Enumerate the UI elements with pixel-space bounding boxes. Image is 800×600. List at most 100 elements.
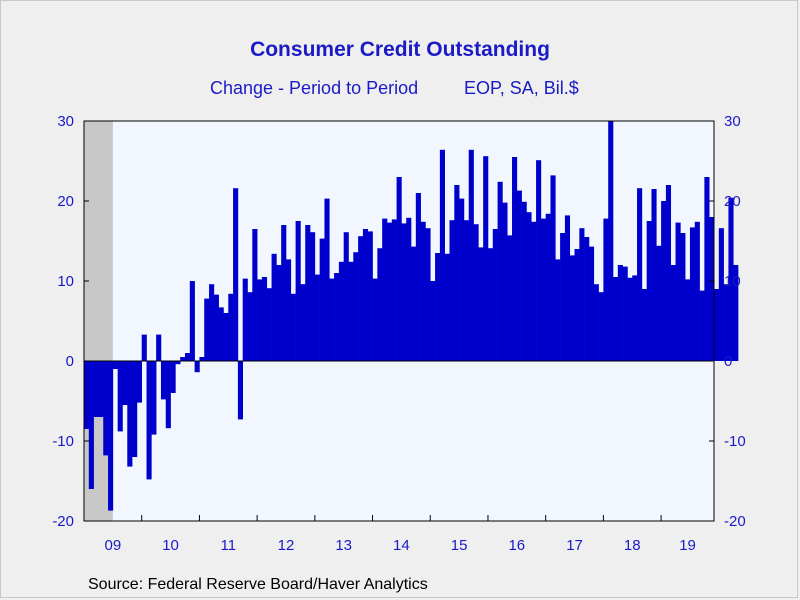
bar <box>261 277 268 361</box>
bar <box>603 218 609 361</box>
bar <box>593 284 599 361</box>
bar <box>290 293 296 361</box>
bar <box>218 307 224 361</box>
x-tick-label: 10 <box>162 537 179 554</box>
bar <box>88 361 94 489</box>
x-tick-label: 09 <box>105 537 122 554</box>
bar <box>348 261 354 361</box>
y-tick-label-left: 0 <box>66 353 74 370</box>
bar <box>569 255 575 361</box>
bar <box>146 361 152 480</box>
bar <box>391 219 397 361</box>
bar <box>608 121 614 361</box>
bar <box>228 293 234 361</box>
plot-border <box>83 120 715 522</box>
bar <box>112 361 118 369</box>
bar <box>122 361 128 405</box>
bar <box>343 232 349 361</box>
y-tick-label-right: 10 <box>724 273 741 290</box>
bar <box>204 298 210 361</box>
bar <box>247 292 253 361</box>
bar <box>420 221 426 361</box>
bar <box>497 181 503 361</box>
bar <box>574 249 580 361</box>
bar <box>627 277 633 361</box>
bar <box>184 353 191 361</box>
bar <box>661 201 667 361</box>
bar <box>516 190 522 361</box>
bar <box>694 221 700 361</box>
bar <box>463 220 470 361</box>
bar <box>665 185 672 361</box>
x-axis: 09 10 11 12 13 14 15 16 17 18 19 <box>105 515 696 554</box>
bar <box>584 237 590 361</box>
bar <box>473 224 479 361</box>
bar <box>733 265 739 361</box>
bar <box>560 233 566 361</box>
bar <box>257 279 263 361</box>
bar <box>521 201 527 361</box>
y-tick-label-left: 20 <box>57 193 74 210</box>
bar <box>444 253 450 361</box>
x-tick-label: 16 <box>508 537 525 554</box>
source-note: Source: Federal Reserve Board/Haver Anal… <box>88 576 428 593</box>
bar <box>675 222 681 361</box>
bar-series <box>84 121 739 511</box>
bar <box>540 218 546 361</box>
bar <box>156 334 162 361</box>
bar <box>252 229 258 361</box>
bar <box>531 221 537 361</box>
bar <box>386 222 393 361</box>
y-tick-label-left: 10 <box>57 273 74 290</box>
bar <box>276 265 282 361</box>
bar <box>714 289 720 361</box>
bar <box>704 177 710 361</box>
bar <box>213 294 219 361</box>
bar <box>646 221 652 361</box>
y-tick-label-right: 30 <box>724 113 741 130</box>
bar <box>300 284 306 361</box>
bar <box>483 156 489 361</box>
bar <box>141 334 147 361</box>
x-tick-label: 17 <box>566 537 583 554</box>
bar <box>151 361 157 435</box>
bar <box>237 361 243 420</box>
y-tick-label-left: -10 <box>52 433 74 450</box>
bar <box>194 361 200 373</box>
bar <box>613 277 619 361</box>
bar <box>564 215 571 361</box>
bar <box>555 259 561 361</box>
bar <box>699 290 705 361</box>
bar <box>656 245 662 361</box>
bar <box>295 221 301 361</box>
bar <box>468 149 474 361</box>
x-tick-label: 13 <box>335 537 352 554</box>
bar <box>415 193 421 361</box>
bar <box>526 212 532 361</box>
bar <box>545 213 551 361</box>
x-tick-label: 18 <box>624 537 641 554</box>
bar <box>641 289 647 361</box>
bar <box>285 259 292 361</box>
bar <box>319 238 325 361</box>
bar <box>233 188 239 361</box>
bar <box>507 235 513 361</box>
bar <box>449 220 455 361</box>
bar <box>632 275 638 361</box>
bar <box>512 157 518 361</box>
y-tick-label-right: 20 <box>724 193 741 210</box>
bar <box>670 265 676 361</box>
bar <box>718 228 724 361</box>
bar <box>93 361 99 417</box>
bar <box>728 197 734 361</box>
bar <box>271 253 277 361</box>
bar <box>103 361 109 456</box>
y-tick-label-left: 30 <box>57 113 74 130</box>
bar <box>377 248 383 361</box>
bar <box>305 225 311 361</box>
bar <box>588 246 595 361</box>
bar <box>132 361 138 457</box>
bar <box>487 248 494 361</box>
